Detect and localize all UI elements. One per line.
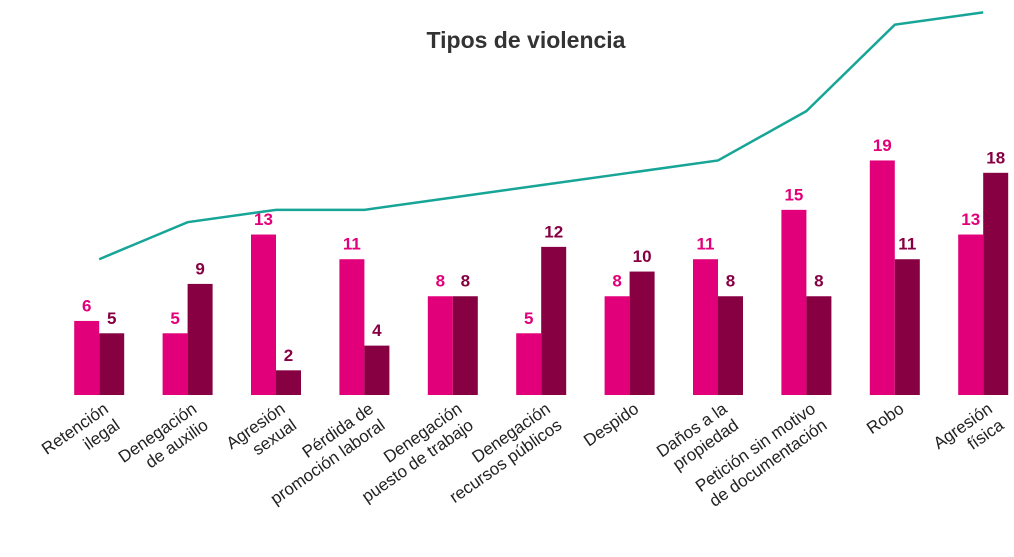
bar	[806, 296, 832, 395]
data-label: 2	[284, 346, 293, 365]
data-label: 13	[254, 210, 273, 229]
data-label: 11	[343, 235, 361, 254]
x-tick-label-line: Despido	[580, 399, 642, 450]
data-label: 15	[784, 185, 803, 204]
data-label: 8	[436, 272, 445, 291]
bar	[339, 259, 365, 395]
bar	[364, 345, 390, 395]
bar	[894, 259, 920, 395]
bar	[983, 172, 1009, 395]
bar	[781, 209, 807, 395]
bar	[869, 160, 895, 395]
data-label: 13	[961, 210, 980, 229]
data-label: 19	[873, 136, 892, 155]
bar	[187, 283, 213, 395]
data-label: 8	[814, 272, 823, 291]
bar	[427, 296, 453, 395]
bar	[162, 333, 188, 395]
bar	[276, 370, 301, 395]
bar	[718, 296, 743, 395]
bar	[541, 246, 567, 395]
data-label: 12	[544, 222, 563, 241]
data-label: 8	[461, 272, 470, 291]
data-label: 5	[170, 309, 179, 328]
bar	[74, 320, 100, 395]
x-tick-label: Agresiónfísica	[930, 399, 1008, 470]
data-label: 8	[726, 272, 735, 291]
bar	[516, 333, 542, 395]
bar	[452, 296, 478, 395]
data-label: 9	[195, 259, 204, 278]
x-tick-label: Despido	[580, 399, 642, 450]
data-label: 10	[633, 247, 652, 266]
data-label: 18	[986, 148, 1005, 167]
bar	[604, 296, 630, 395]
data-label: 11	[697, 235, 715, 254]
bar	[629, 271, 655, 395]
x-tick-label: Agresiónsexual	[223, 399, 300, 469]
line	[98, 11, 984, 261]
x-tick-label-line: Robo	[863, 399, 907, 438]
data-label: 6	[82, 296, 91, 315]
x-tick-label: Denegaciónde auxilio	[115, 399, 212, 483]
chart-title: Tipos de violencia	[427, 27, 626, 53]
data-label: 8	[612, 272, 621, 291]
data-label: 5	[524, 309, 533, 328]
data-label: 5	[107, 309, 116, 328]
bar	[693, 259, 718, 395]
bar	[958, 234, 984, 395]
data-label: 11	[898, 235, 916, 254]
x-tick-label: Robo	[863, 399, 907, 438]
bar	[251, 234, 276, 395]
bar	[99, 333, 125, 395]
data-label: 4	[372, 321, 382, 340]
x-tick-label: Retenciónilegal	[38, 399, 123, 475]
